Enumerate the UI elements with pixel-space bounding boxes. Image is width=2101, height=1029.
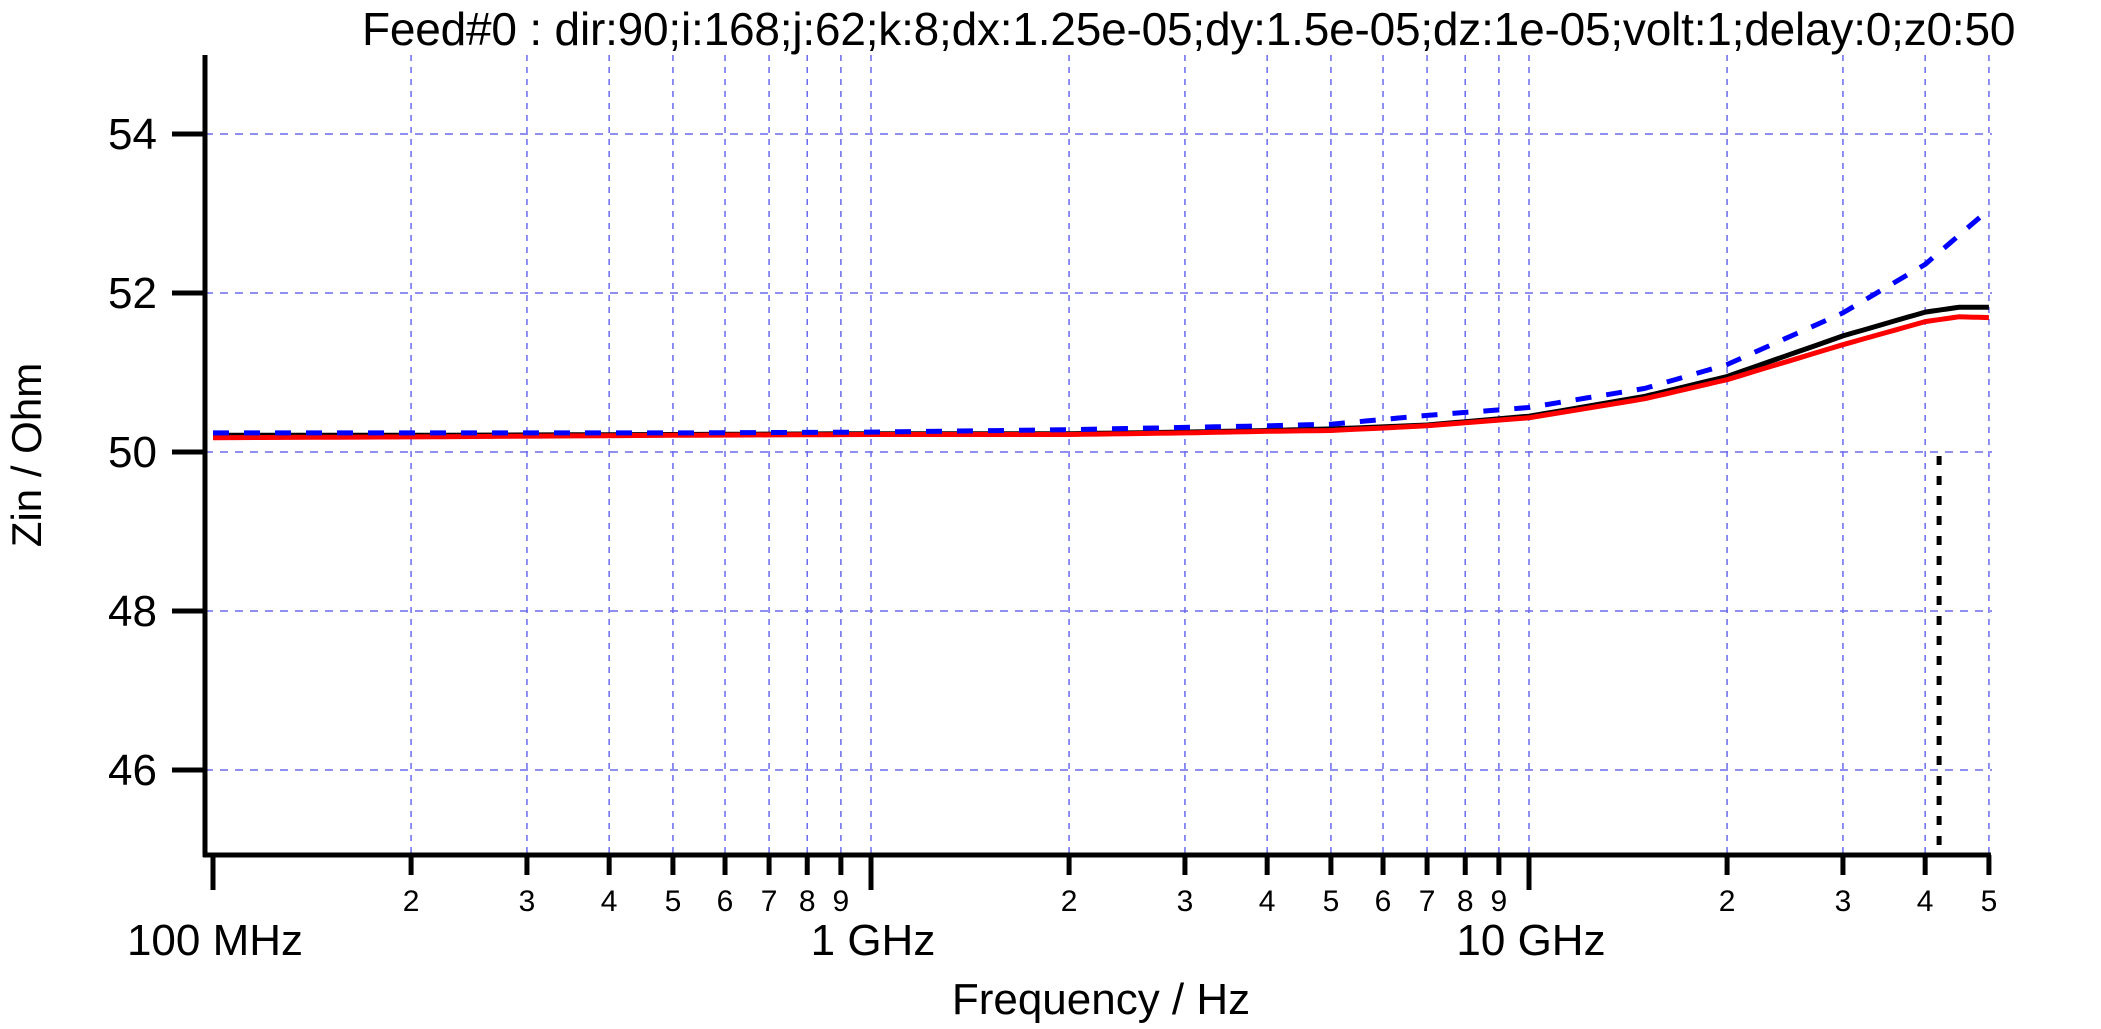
x-major-tick-label: 100 MHz	[127, 916, 303, 965]
y-axis-label: Zin / Ohm	[3, 362, 50, 548]
x-minor-tick-label: 7	[1419, 885, 1436, 918]
x-minor-tick-label: 5	[1323, 885, 1340, 918]
data-series	[212, 207, 1991, 441]
x-minor-tick-label: 2	[403, 885, 420, 918]
x-minor-tick-label: 7	[761, 885, 778, 918]
y-tick-label: 50	[108, 428, 157, 477]
x-minor-tick-label: 9	[833, 885, 850, 918]
x-minor-tick-label: 8	[1457, 885, 1474, 918]
grid-lines	[205, 55, 1992, 855]
series-black-line	[213, 304, 1989, 438]
x-minor-tick-label: 6	[717, 885, 734, 918]
x-minor-tick-label: 5	[665, 885, 682, 918]
y-tick-label: 52	[108, 269, 157, 318]
x-minor-tick-label: 3	[1177, 885, 1194, 918]
x-minor-tick-label: 2	[1061, 885, 1078, 918]
x-minor-tick-label: 4	[601, 885, 618, 918]
x-minor-tick-label: 4	[1259, 885, 1276, 918]
x-minor-tick-label: 4	[1917, 885, 1934, 918]
x-minor-tick-label: 6	[1375, 885, 1392, 918]
y-tick-label: 54	[108, 110, 157, 159]
x-major-tick-label: 10 GHz	[1456, 916, 1605, 965]
series-blue-line	[213, 207, 1991, 436]
y-tick-label: 46	[108, 746, 157, 795]
x-minor-tick-label: 2	[1719, 885, 1736, 918]
x-major-tick-label: 1 GHz	[811, 916, 936, 965]
x-minor-tick-label: 3	[1835, 885, 1852, 918]
y-tick-label: 48	[108, 587, 157, 636]
x-minor-tick-label: 5	[1981, 885, 1998, 918]
chart-title: Feed#0 : dir:90;i:168;j:62;k:8;dx:1.25e-…	[362, 3, 2016, 55]
x-axis-label: Frequency / Hz	[951, 975, 1251, 1024]
x-minor-tick-label: 9	[1491, 885, 1508, 918]
x-minor-tick-label: 8	[799, 885, 816, 918]
x-minor-tick-label: 3	[519, 885, 536, 918]
